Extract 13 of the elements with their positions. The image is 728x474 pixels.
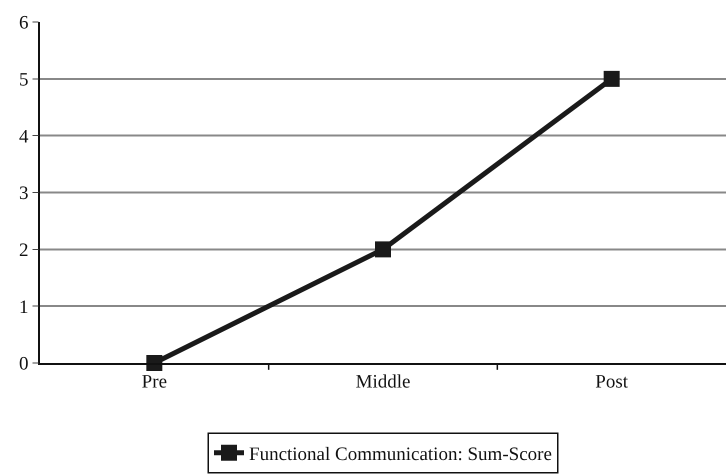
point <box>375 241 391 258</box>
y-tick-label: 6 <box>18 12 28 34</box>
y-tick-label: 2 <box>18 240 28 261</box>
y-tick-label: 1 <box>18 296 28 318</box>
y-tick-label: 0 <box>18 354 28 375</box>
point <box>604 70 620 87</box>
legend-label: Functional Communication: Sum-Score <box>249 444 552 466</box>
y-tick-label: 3 <box>18 183 28 204</box>
x-tick-label: Pre <box>142 372 167 393</box>
y-tick-label: 4 <box>18 126 29 148</box>
y-tick-label: 5 <box>18 69 28 90</box>
x-tick-label: Post <box>595 372 629 393</box>
x-tick-label: Middle <box>356 372 410 393</box>
